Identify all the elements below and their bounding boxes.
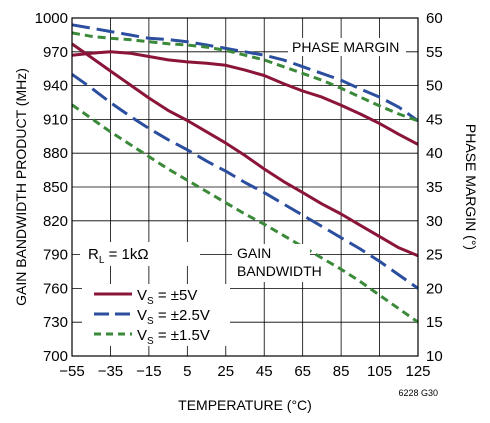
rl-sub: L — [99, 255, 105, 266]
rl-prefix: R — [88, 246, 99, 263]
gain-bandwidth-line — [71, 42, 419, 258]
y-left-tick-label: 760 — [43, 280, 68, 297]
y-left-tick-label: 880 — [43, 145, 68, 162]
tick-labels: −55 −35 −15 5 25 45 65 85 105 125 700 730 760 790 820 8… — [35, 10, 443, 380]
y-right-tick-label: 60 — [426, 10, 443, 27]
phase-margin-line — [71, 23, 419, 123]
y-right-tick-label: 25 — [426, 247, 443, 264]
y-axis-left-title: GAIN BANDWIDTH PRODUCT (MHz) — [13, 68, 29, 306]
legend-label-sub: S — [147, 296, 154, 307]
y-axis-right-title: PHASE MARGIN (°) — [463, 124, 479, 250]
y-right-tick-label: 50 — [426, 78, 443, 95]
gain-bandwidth-label-bg — [232, 244, 310, 282]
x-tick-label: 85 — [333, 363, 350, 380]
x-axis-title: TEMPERATURE (°C) — [178, 397, 312, 413]
legend-label-prefix: V — [137, 327, 147, 344]
y-right-tick-label: 40 — [426, 145, 443, 162]
legend-label-suffix: = ±1.5V — [154, 327, 210, 344]
series-lines — [71, 23, 419, 324]
y-left-tick-label: 820 — [43, 213, 68, 230]
legend-label: VS = ±1.5V — [137, 327, 210, 347]
gain-bandwidth-annotation-line1: GAIN — [237, 245, 271, 261]
x-tick-label: 65 — [294, 363, 311, 380]
y-left-tick-label: 970 — [43, 44, 68, 61]
y-right-tick-label: 45 — [426, 111, 443, 128]
phase-margin-annotation: PHASE MARGIN — [292, 39, 399, 55]
x-tick-label: 5 — [183, 363, 191, 380]
legend-label-prefix: V — [137, 307, 147, 324]
legend-label: VS = ±2.5V — [137, 307, 210, 327]
y-right-tick-label: 35 — [426, 179, 443, 196]
y-right-tick-label: 20 — [426, 280, 443, 297]
x-tick-label: 125 — [405, 363, 430, 380]
gain-bandwidth-annotation-line2: BANDWIDTH — [237, 263, 322, 279]
x-tick-label: −35 — [98, 363, 123, 380]
legend-label-suffix: = ±2.5V — [154, 307, 210, 324]
y-right-tick-label: 15 — [426, 314, 443, 331]
legend-label: VS = ±5V — [137, 287, 197, 307]
gain-bandwidth-line — [71, 103, 419, 324]
legend-label-sub: S — [147, 336, 154, 347]
y-right-tick-label: 10 — [426, 348, 443, 365]
x-tick-label: −55 — [59, 363, 84, 380]
legend-label-sub: S — [147, 316, 154, 327]
figure-code: 6228 G30 — [398, 388, 438, 398]
legend-label-suffix: = ±5V — [154, 287, 198, 304]
y-left-tick-label: 1000 — [35, 10, 68, 27]
y-left-tick-label: 910 — [43, 111, 68, 128]
plot-frame — [71, 17, 419, 357]
x-tick-label: 45 — [256, 363, 273, 380]
phase-margin-label-bg — [288, 38, 406, 56]
rl-suffix: = 1kΩ — [104, 246, 148, 263]
x-tick-label: −15 — [136, 363, 161, 380]
load-resistance-annotation: RL = 1kΩ — [88, 246, 149, 266]
y-right-tick-label: 55 — [426, 44, 443, 61]
y-right-tick-label: 30 — [426, 213, 443, 230]
legend-label-prefix: V — [137, 287, 147, 304]
y-left-tick-label: 700 — [43, 348, 68, 365]
y-left-tick-label: 850 — [43, 179, 68, 196]
phase-margin-line — [71, 50, 419, 146]
x-tick-label: 25 — [217, 363, 234, 380]
phase-margin-line — [71, 31, 419, 123]
y-left-tick-label: 940 — [43, 78, 68, 95]
y-left-tick-label: 730 — [43, 314, 68, 331]
gain-bandwidth-line — [71, 73, 419, 290]
load-label-bg — [80, 242, 200, 266]
x-tick-label: 105 — [367, 363, 392, 380]
y-left-tick-label: 790 — [43, 247, 68, 264]
